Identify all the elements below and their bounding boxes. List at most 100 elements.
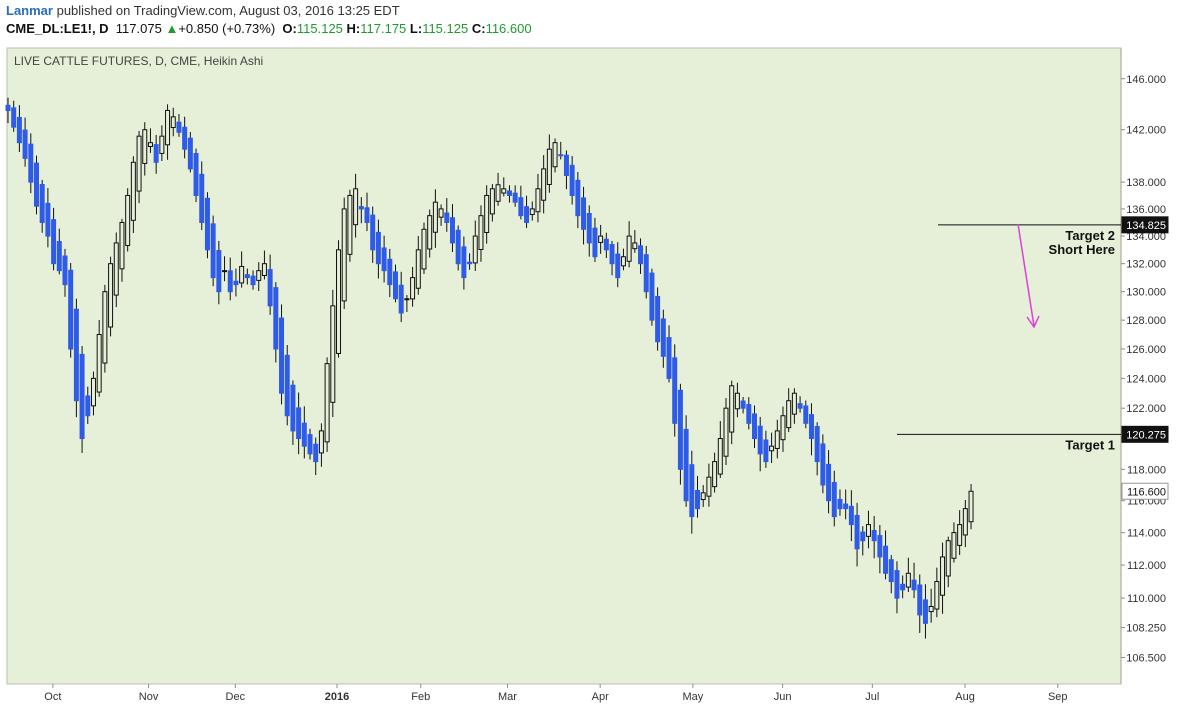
close-value: 116.600 [485, 21, 532, 36]
high-label: H: [346, 21, 361, 36]
candle-down [387, 258, 393, 286]
candle-up [336, 249, 342, 354]
symbol-name[interactable]: CME_DL:LE1!, D [6, 21, 109, 36]
candle-down [267, 269, 273, 307]
candle-up [598, 235, 604, 243]
candle-up [968, 490, 974, 523]
candle-down [740, 400, 746, 409]
candle-up [330, 305, 336, 403]
candle-up [102, 291, 108, 364]
candle-up [928, 606, 934, 613]
candle-up [905, 572, 911, 588]
time-tick-label: Feb [411, 691, 430, 703]
candle-down [364, 207, 370, 223]
candle-down [455, 229, 461, 265]
candle-up [165, 109, 171, 146]
price-tick-label: 128.000 [1126, 315, 1166, 327]
candle-down [586, 213, 592, 244]
time-tick-label: Sep [1048, 691, 1068, 703]
chart-title: LIVE CATTLE FUTURES, D, CME, Heikin Ashi [14, 54, 263, 68]
candle-down [33, 162, 39, 207]
price-axis[interactable]: 146.000 142.000 138.000 136.000 134.000 132.0… [1121, 74, 1166, 665]
candle-down [5, 104, 11, 111]
candle-down [837, 498, 843, 510]
candle-down [153, 144, 159, 163]
time-tick-label: Jun [774, 691, 792, 703]
candle-up [222, 270, 228, 273]
candle-down [51, 219, 57, 265]
time-tick-label: 2016 [325, 691, 349, 703]
price-tick-label: 124.000 [1126, 373, 1166, 385]
candle-down [683, 428, 689, 502]
open-value: 115.125 [296, 21, 343, 36]
candle-up [769, 445, 775, 452]
price-tick-label: 108.250 [1126, 623, 1166, 635]
candle-up [951, 532, 957, 559]
candle-down [814, 426, 820, 463]
high-value: 117.175 [360, 21, 407, 36]
price-tick-label: 126.000 [1126, 344, 1166, 356]
candle-down [911, 579, 917, 591]
candle-up [170, 116, 176, 129]
candle-down [279, 317, 285, 394]
candle-down [176, 121, 182, 133]
candle-down [763, 439, 769, 463]
candle-down [398, 284, 404, 314]
candle-down [284, 354, 290, 417]
price-tick-label: 110.000 [1127, 593, 1166, 605]
candle-down [854, 514, 860, 550]
price-change: +0.850 (+0.73%) [178, 21, 276, 36]
candle-down [11, 107, 17, 128]
candle-down [695, 489, 701, 510]
time-axis[interactable]: Oct Nov Dec 2016 Feb Mar Apr May Jun Jul Aug Sep [44, 684, 1068, 703]
candle-down [62, 255, 68, 286]
publish-info: published on TradingView.com, August 03,… [56, 3, 400, 18]
candle-up [957, 524, 963, 546]
candle-down [301, 422, 307, 447]
plot-area[interactable] [6, 47, 1122, 685]
candle-up [734, 392, 740, 410]
candle-down [307, 434, 313, 455]
publish-line: Lanmar published on TradingView.com, Aug… [6, 3, 400, 18]
candle-up [119, 221, 125, 270]
candle-up [934, 581, 940, 610]
author-link[interactable]: Lanmar [6, 3, 53, 18]
target-2-label: Target 2 [1065, 228, 1115, 243]
candle-down [917, 584, 923, 616]
candle-down [193, 152, 199, 196]
price-tick-label: 138.000 [1126, 177, 1166, 189]
candle-down [689, 464, 695, 518]
low-label: L: [409, 21, 423, 36]
candle-down [643, 254, 649, 293]
candle-down [638, 245, 644, 265]
candle-down [244, 274, 250, 279]
candle-down [797, 403, 803, 409]
candle-down [563, 154, 569, 176]
candle-down [746, 404, 752, 424]
candle-down [375, 231, 381, 265]
candle-down [273, 287, 279, 350]
candle-down [227, 270, 233, 293]
candle-down [85, 395, 91, 417]
time-tick-label: May [683, 691, 704, 703]
candle-down [826, 463, 832, 502]
time-tick-label: Aug [955, 691, 975, 703]
candle-down [603, 238, 609, 251]
price-tag-box [1121, 482, 1169, 500]
candle-down [204, 197, 210, 251]
price-tick-label: 134.000 [1126, 231, 1166, 243]
candle-up [626, 235, 632, 262]
price-chart[interactable]: LIVE CATTLE FUTURES, D, CME, Heikin Ashi… [0, 40, 1178, 708]
candle-up [940, 556, 946, 596]
last-price: 117.075 [115, 21, 162, 36]
time-tick-label: Apr [592, 691, 609, 703]
price-tick-label: 112.000 [1127, 560, 1166, 572]
candle-down [888, 559, 894, 583]
close-label: C: [471, 21, 486, 36]
candle-down [672, 357, 678, 424]
open-label: O: [282, 21, 297, 36]
price-tick-label: 132.000 [1126, 259, 1166, 271]
candle-down [56, 241, 62, 272]
candle-down [677, 389, 683, 470]
